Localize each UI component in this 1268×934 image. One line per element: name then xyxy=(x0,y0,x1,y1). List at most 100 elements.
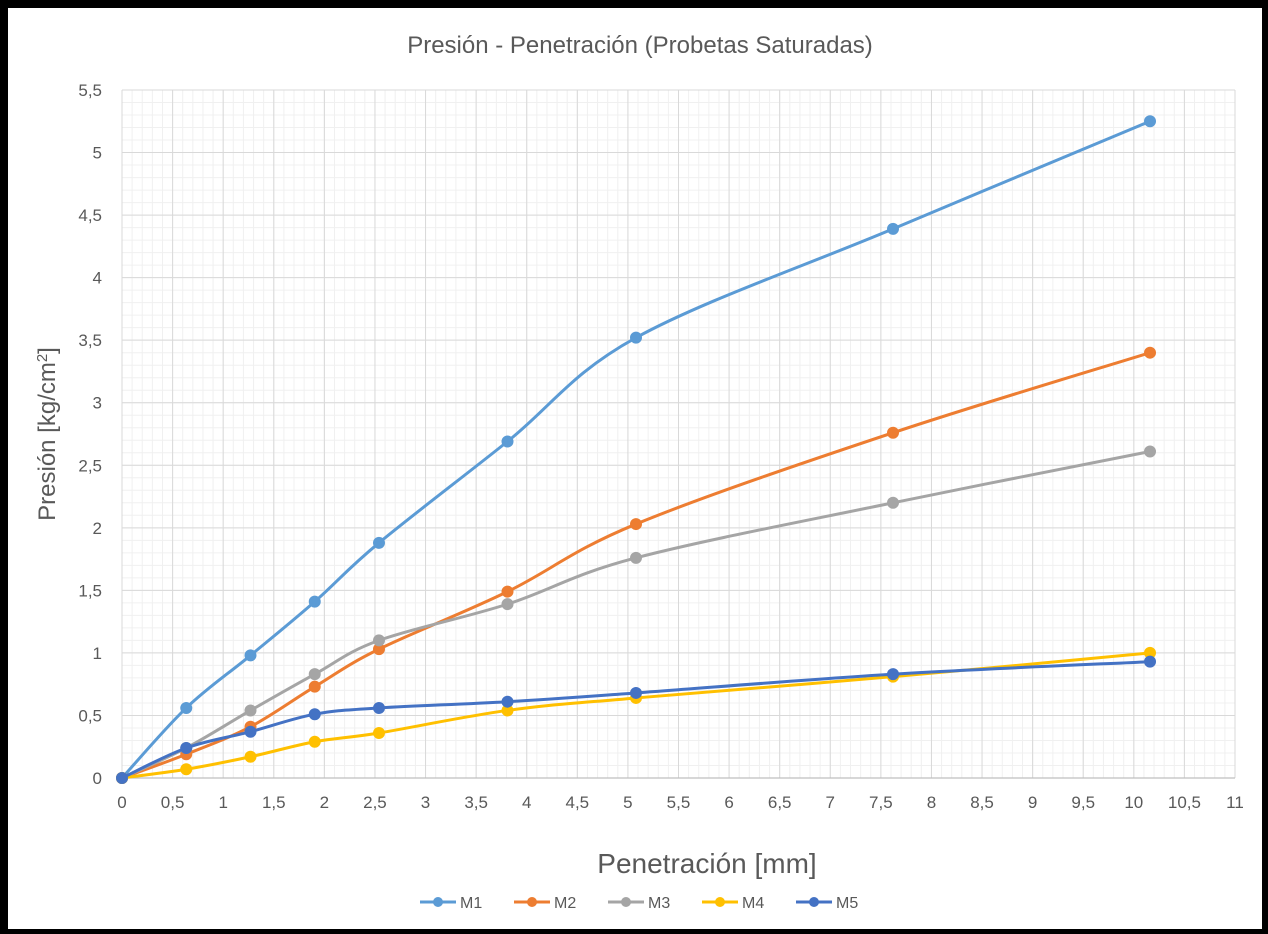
legend-label: M3 xyxy=(648,895,670,912)
series-m1 xyxy=(116,115,1157,784)
data-point-m5 xyxy=(244,725,257,738)
y-tick-label: 1 xyxy=(93,644,102,663)
legend-marker xyxy=(621,897,631,907)
y-tick-label: 5 xyxy=(93,144,102,163)
legend-item-m3: M3 xyxy=(608,895,670,912)
y-tick-label: 4,5 xyxy=(78,206,102,225)
x-tick-label: 6,5 xyxy=(768,793,792,812)
y-tick-label: 5,5 xyxy=(78,81,102,100)
series-m3 xyxy=(116,445,1157,784)
y-tick-label: 2 xyxy=(93,519,102,538)
series-line-m3 xyxy=(120,450,1152,780)
data-point-m5 xyxy=(630,686,643,699)
series-layer xyxy=(116,115,1157,784)
data-point-m1 xyxy=(308,595,321,608)
x-tick-label: 0,5 xyxy=(161,793,185,812)
data-point-m1 xyxy=(373,536,386,549)
y-tick-label: 3,5 xyxy=(78,331,102,350)
data-point-m1 xyxy=(630,331,643,344)
data-point-m1 xyxy=(244,649,257,662)
legend-item-m2: M2 xyxy=(514,895,576,912)
x-tick-label: 10,5 xyxy=(1168,793,1201,812)
legend-label: M1 xyxy=(460,895,482,912)
x-tick-label: 9 xyxy=(1028,793,1037,812)
y-tick-label: 0 xyxy=(93,769,102,788)
y-tick-label: 2,5 xyxy=(78,456,102,475)
legend-marker xyxy=(527,897,537,907)
legend-label: M5 xyxy=(836,895,858,912)
x-tick-label: 5,5 xyxy=(667,793,691,812)
x-tick-label: 1 xyxy=(218,793,227,812)
data-point-m4 xyxy=(308,735,321,748)
chart-title: Presión - Penetración (Probetas Saturada… xyxy=(407,32,873,59)
x-tick-label: 3,5 xyxy=(464,793,488,812)
y-tick-label: 1,5 xyxy=(78,581,102,600)
y-tick-label: 3 xyxy=(93,394,102,413)
data-point-m2 xyxy=(887,426,900,439)
y-tick-label: 0,5 xyxy=(78,706,102,725)
y-tick-label: 4 xyxy=(93,269,102,288)
legend-marker xyxy=(809,897,819,907)
legend: M1 M2 M3 M4 M5 xyxy=(420,895,858,912)
x-tick-label: 4 xyxy=(522,793,531,812)
x-tick-label: 6 xyxy=(724,793,733,812)
data-point-m3 xyxy=(244,704,257,717)
x-tick-label: 2 xyxy=(320,793,329,812)
x-tick-label: 4,5 xyxy=(565,793,589,812)
x-tick-label: 8 xyxy=(927,793,936,812)
major-gridlines xyxy=(121,89,1236,779)
data-point-m3 xyxy=(373,634,386,647)
x-tick-label: 2,5 xyxy=(363,793,387,812)
data-point-m1 xyxy=(501,435,514,448)
data-point-m5 xyxy=(308,708,321,721)
y-axis-title: Presión [kg/cm2] xyxy=(34,347,62,521)
y-tick-labels: 0 0,5 1 1,5 2 2,5 3 3,5 4 4,5 5 5,5 xyxy=(78,81,102,788)
data-point-m4 xyxy=(373,726,386,739)
data-point-m2 xyxy=(1144,346,1157,359)
y-axis-title-end: ] xyxy=(34,347,61,354)
x-tick-label: 9,5 xyxy=(1071,793,1095,812)
data-point-m3 xyxy=(501,598,514,611)
x-tick-labels: 0 0,5 1 1,5 2 2,5 3 3,5 4 4,5 5 5,5 6 6,5 7 7,5 8 8,5 9 9,5… xyxy=(117,793,1244,812)
data-point-m3 xyxy=(308,668,321,681)
data-point-m1 xyxy=(180,701,193,714)
data-point-m4 xyxy=(180,763,193,776)
data-point-m1 xyxy=(887,222,900,235)
legend-item-m4: M4 xyxy=(702,895,764,912)
legend-item-m5: M5 xyxy=(796,895,858,912)
data-point-m2 xyxy=(630,518,643,531)
data-point-m3 xyxy=(1144,445,1157,458)
x-tick-label: 10 xyxy=(1124,793,1143,812)
data-point-m1 xyxy=(1144,115,1157,128)
legend-item-m1: M1 xyxy=(420,895,482,912)
x-tick-label: 7,5 xyxy=(869,793,893,812)
x-tick-label: 5 xyxy=(623,793,632,812)
legend-label: M4 xyxy=(742,895,764,912)
data-point-m4 xyxy=(244,750,257,763)
x-tick-label: 0 xyxy=(117,793,126,812)
x-axis-title: Penetración [mm] xyxy=(597,848,816,879)
data-point-m5 xyxy=(501,695,514,708)
x-tick-label: 11 xyxy=(1226,793,1244,812)
series-line-m1 xyxy=(120,119,1152,780)
x-tick-label: 3 xyxy=(421,793,430,812)
series-m5 xyxy=(116,655,1157,784)
series-line-m5 xyxy=(120,660,1152,780)
data-point-m5 xyxy=(373,701,386,714)
x-tick-label: 7 xyxy=(826,793,835,812)
x-tick-label: 1,5 xyxy=(262,793,286,812)
data-point-m5 xyxy=(116,772,128,784)
data-point-m5 xyxy=(887,668,900,681)
data-point-m2 xyxy=(308,680,321,693)
data-point-m3 xyxy=(887,496,900,509)
legend-label: M2 xyxy=(554,895,576,912)
data-point-m5 xyxy=(180,741,193,754)
legend-marker xyxy=(715,897,725,907)
data-point-m5 xyxy=(1144,655,1157,668)
y-axis-title-superscript: 2 xyxy=(34,354,51,362)
data-point-m3 xyxy=(630,551,643,564)
legend-marker xyxy=(433,897,443,907)
data-point-m2 xyxy=(501,585,514,598)
